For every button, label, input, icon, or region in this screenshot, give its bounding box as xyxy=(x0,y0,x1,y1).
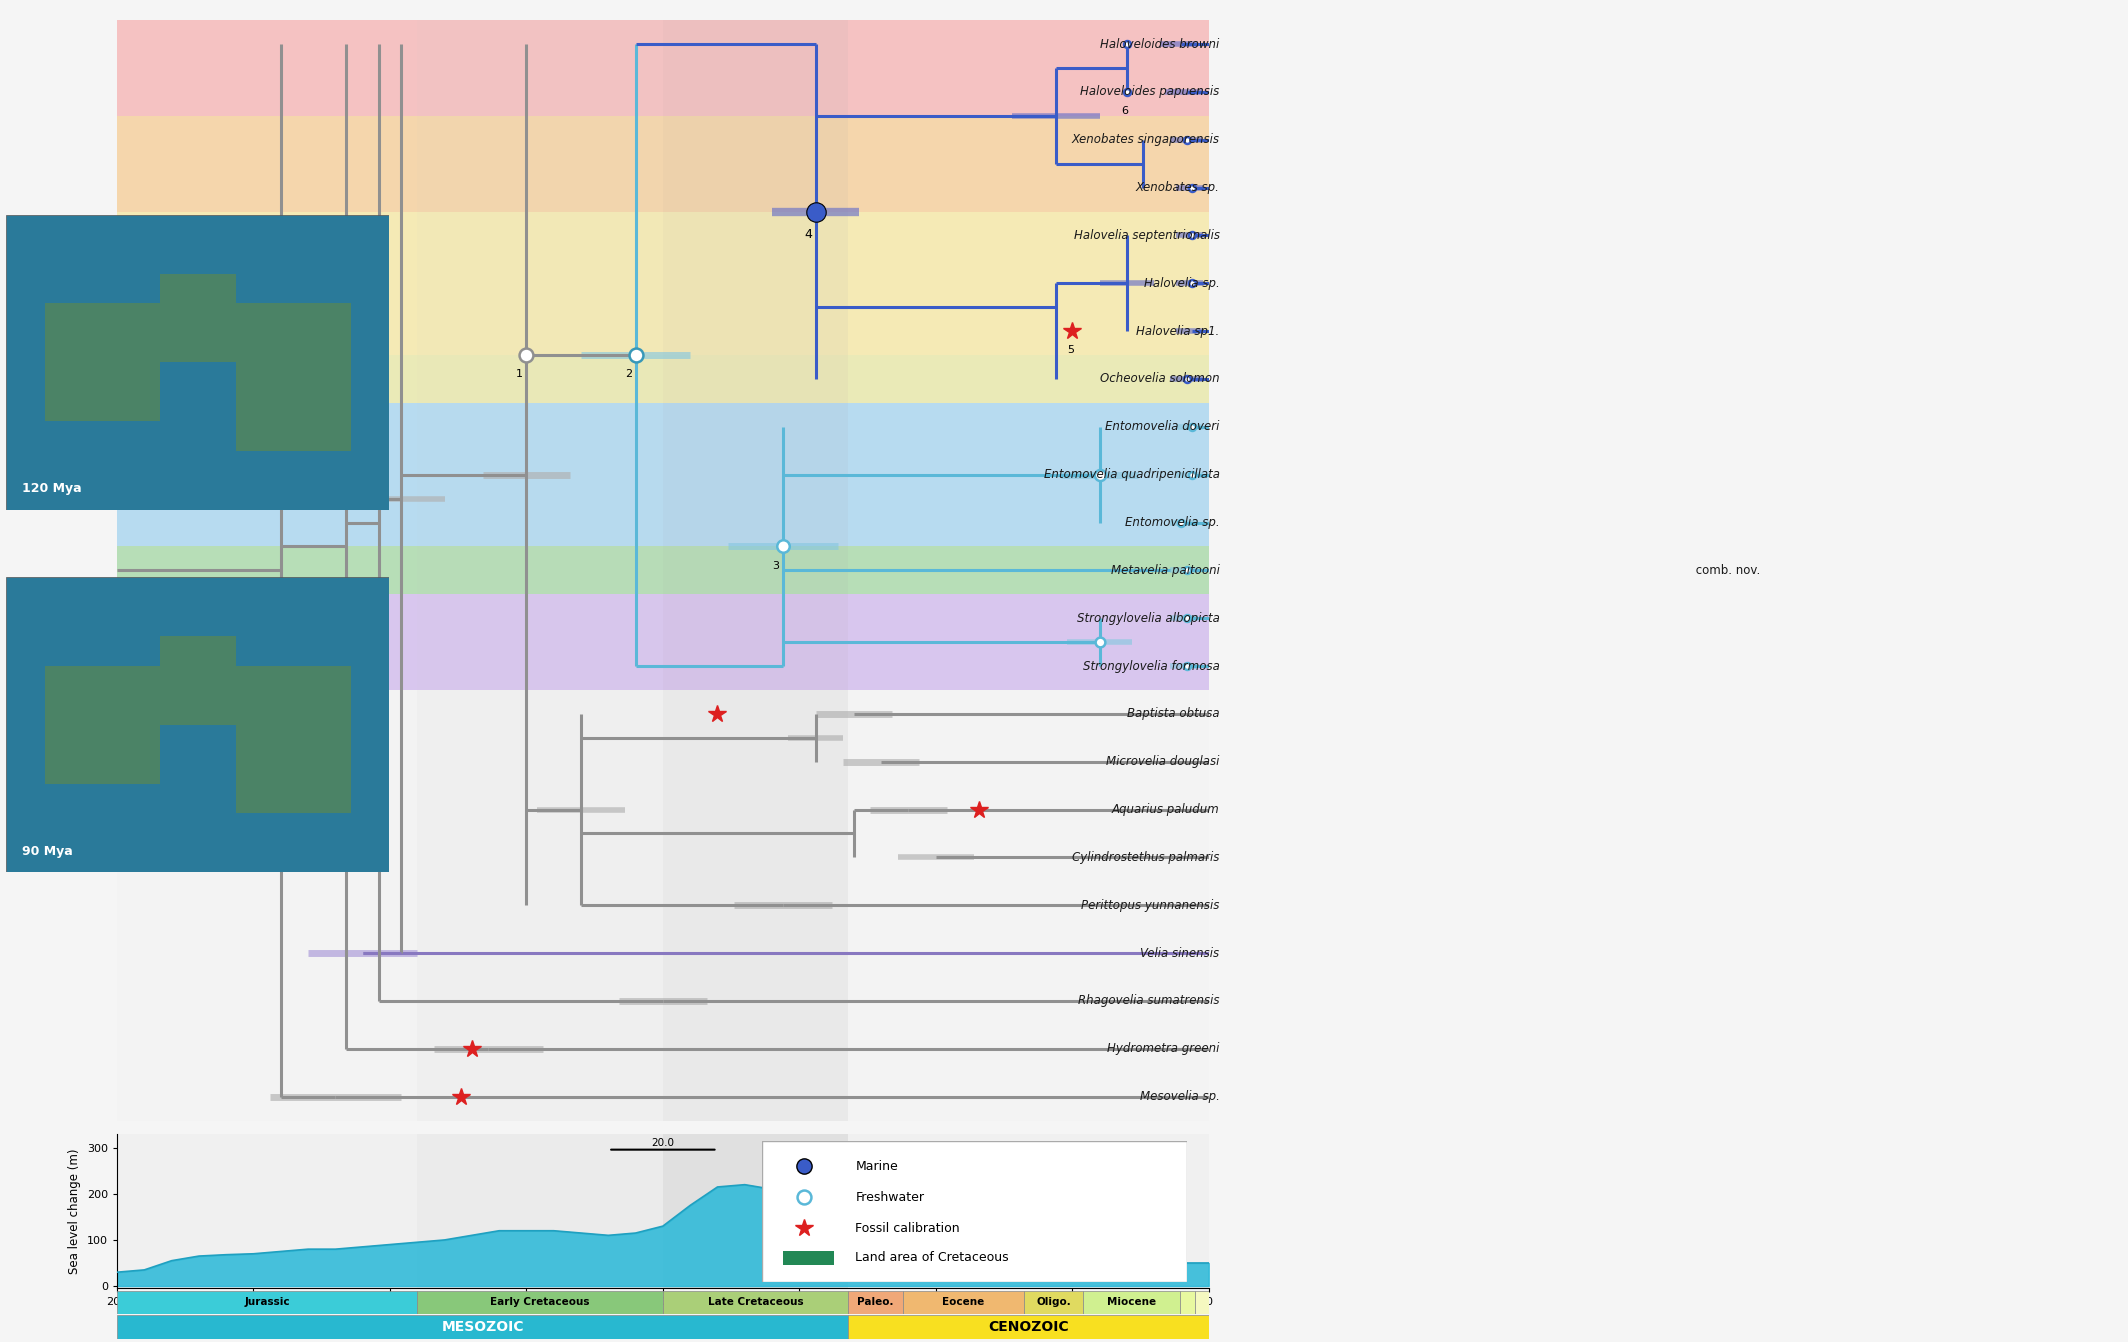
Text: Entomovelia doveri: Entomovelia doveri xyxy=(1104,420,1219,433)
Text: Rhagovelia sumatrensis: Rhagovelia sumatrensis xyxy=(1079,994,1219,1008)
Text: Xenobates sp.: Xenobates sp. xyxy=(1136,181,1219,195)
Bar xyxy=(1179,1291,1194,1314)
Text: 2: 2 xyxy=(626,369,632,380)
Text: Microvelia douglasi: Microvelia douglasi xyxy=(1107,756,1219,768)
Bar xyxy=(236,303,351,451)
Bar xyxy=(664,1291,849,1314)
Text: Hydrometra greeni: Hydrometra greeni xyxy=(1107,1043,1219,1055)
Text: Ocheovelia solomon: Ocheovelia solomon xyxy=(1100,373,1219,385)
Text: Velia sinensis: Velia sinensis xyxy=(1141,946,1219,960)
Bar xyxy=(117,738,1209,785)
Bar xyxy=(117,164,1209,212)
Text: 6: 6 xyxy=(1121,106,1128,117)
Bar xyxy=(117,690,1209,1121)
Text: Mesovelia sp.: Mesovelia sp. xyxy=(1141,1090,1219,1103)
Bar xyxy=(117,882,1209,929)
Bar xyxy=(160,636,236,725)
Bar xyxy=(117,115,1209,164)
Bar xyxy=(117,595,1209,690)
Text: Xenobates singaporensis: Xenobates singaporensis xyxy=(1073,133,1219,146)
Text: 3: 3 xyxy=(772,561,779,570)
Text: Strongylovelia albopicta: Strongylovelia albopicta xyxy=(1077,612,1219,624)
Text: Baptista obtusa: Baptista obtusa xyxy=(1128,707,1219,721)
Bar xyxy=(117,403,1209,546)
Text: Halovelia septentrionalis: Halovelia septentrionalis xyxy=(1075,229,1219,242)
Text: Haloveloides papuensis: Haloveloides papuensis xyxy=(1081,86,1219,98)
Bar xyxy=(117,212,1209,259)
Bar xyxy=(417,1134,664,1288)
Bar xyxy=(236,666,351,813)
Text: Marine: Marine xyxy=(855,1159,898,1173)
Bar xyxy=(1024,1291,1083,1314)
Bar xyxy=(117,403,1209,451)
Text: Oligo.: Oligo. xyxy=(1036,1298,1070,1307)
Bar xyxy=(849,1291,902,1314)
Text: 5: 5 xyxy=(1066,345,1075,356)
Bar xyxy=(117,259,1209,307)
Text: Entomovelia quadripenicillata: Entomovelia quadripenicillata xyxy=(1043,468,1219,482)
Y-axis label: Sea level change (m): Sea level change (m) xyxy=(68,1149,81,1274)
Bar xyxy=(117,690,1209,738)
Bar xyxy=(417,1291,662,1314)
Text: Strongylovelia formosa: Strongylovelia formosa xyxy=(1083,659,1219,672)
Bar xyxy=(117,20,1209,115)
Text: comb. nov.: comb. nov. xyxy=(1692,564,1760,577)
Text: Paleo.: Paleo. xyxy=(858,1298,894,1307)
Bar xyxy=(117,499,1209,546)
Bar xyxy=(117,785,1209,833)
Text: 20.0: 20.0 xyxy=(651,1138,675,1149)
Bar xyxy=(117,1291,417,1314)
Bar xyxy=(117,1072,1209,1121)
Bar xyxy=(662,1134,849,1288)
Bar xyxy=(160,274,236,362)
Text: Metavelia paitooni: Metavelia paitooni xyxy=(1111,564,1219,577)
Bar xyxy=(117,546,1209,595)
Bar xyxy=(117,833,1209,882)
Bar xyxy=(117,20,1209,68)
Bar xyxy=(662,20,849,1121)
Bar xyxy=(117,115,1209,212)
Bar xyxy=(117,68,1209,115)
Text: 120 Mya: 120 Mya xyxy=(21,482,81,495)
Bar xyxy=(117,595,1209,641)
Text: Late Cretaceous: Late Cretaceous xyxy=(709,1298,804,1307)
Bar xyxy=(902,1291,1024,1314)
Text: Cylindrostethus palmaris: Cylindrostethus palmaris xyxy=(1073,851,1219,864)
Bar xyxy=(849,1315,1209,1339)
Text: Entomovelia sp.: Entomovelia sp. xyxy=(1126,517,1219,529)
Text: Perittopus yunnanensis: Perittopus yunnanensis xyxy=(1081,899,1219,911)
Bar xyxy=(117,451,1209,499)
Text: 1: 1 xyxy=(515,369,523,380)
Text: Eocene: Eocene xyxy=(943,1298,985,1307)
Text: 4: 4 xyxy=(804,228,813,242)
Text: Halovelia sp1.: Halovelia sp1. xyxy=(1136,325,1219,338)
Bar xyxy=(1083,1291,1179,1314)
Bar xyxy=(45,303,160,421)
Text: Jurassic: Jurassic xyxy=(245,1298,289,1307)
Bar xyxy=(117,307,1209,356)
Text: Land area of Cretaceous: Land area of Cretaceous xyxy=(855,1251,1009,1264)
Bar xyxy=(117,1025,1209,1072)
Bar xyxy=(117,929,1209,977)
Text: Halovelia sp.: Halovelia sp. xyxy=(1145,276,1219,290)
Text: Miocene: Miocene xyxy=(1107,1298,1156,1307)
Bar xyxy=(117,977,1209,1025)
Bar xyxy=(117,641,1209,690)
Text: Freshwater: Freshwater xyxy=(855,1190,924,1204)
Text: Haloveloides browni: Haloveloides browni xyxy=(1100,38,1219,51)
Text: Fossil calibration: Fossil calibration xyxy=(855,1221,960,1235)
Text: CENOZOIC: CENOZOIC xyxy=(987,1321,1068,1334)
Bar xyxy=(117,1315,849,1339)
Bar xyxy=(45,666,160,784)
Bar xyxy=(783,1251,834,1264)
Text: 90 Mya: 90 Mya xyxy=(21,844,72,858)
Text: Early Cretaceous: Early Cretaceous xyxy=(489,1298,589,1307)
Text: Aquarius paludum: Aquarius paludum xyxy=(1111,803,1219,816)
Bar xyxy=(117,356,1209,403)
Bar xyxy=(417,20,664,1121)
Bar xyxy=(1194,1291,1209,1314)
Bar xyxy=(117,546,1209,595)
Bar xyxy=(117,212,1209,403)
Text: MESOZOIC: MESOZOIC xyxy=(440,1321,523,1334)
